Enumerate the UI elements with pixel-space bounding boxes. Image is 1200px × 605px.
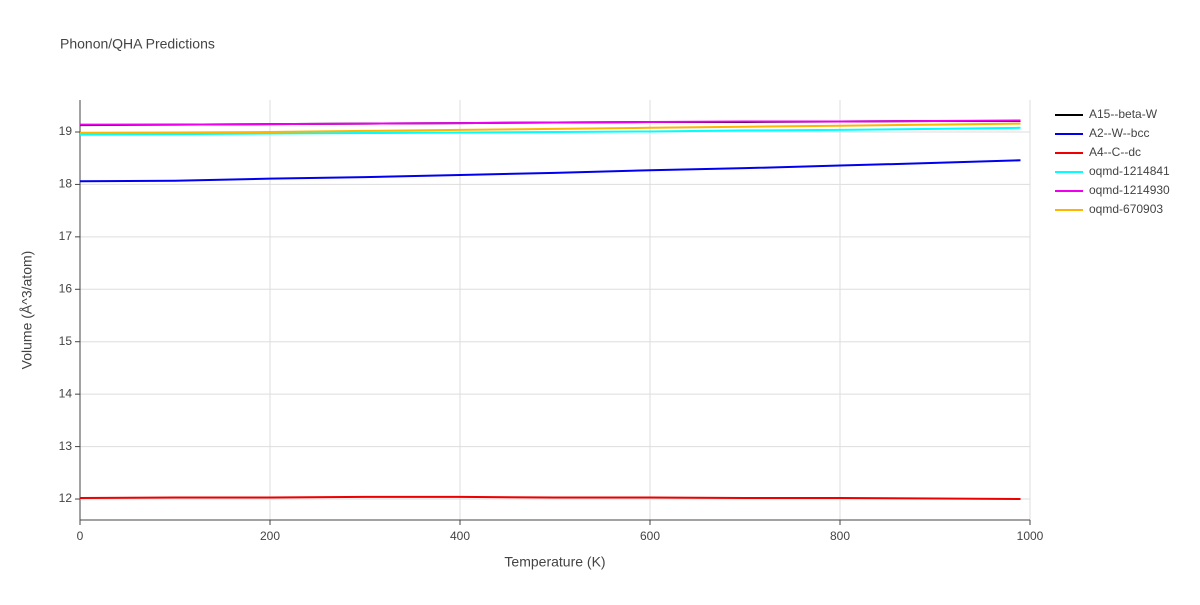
series-line [79,495,1021,501]
legend-label: A2--W--bcc [1089,126,1149,140]
series-line [79,122,1021,135]
y-tick-label: 13 [59,439,73,453]
legend-label: oqmd-1214930 [1089,183,1170,197]
y-tick-label: 14 [59,386,73,400]
y-tick-label: 16 [59,281,73,295]
x-axis-title: Temperature (K) [504,554,605,570]
x-tick-label: 800 [830,529,850,543]
y-tick-label: 12 [59,491,73,505]
y-axis-title: Volume (Å^3/atom) [19,251,35,370]
series-line [79,159,1021,183]
x-tick-label: 600 [640,529,660,543]
legend-label: oqmd-1214841 [1089,164,1170,178]
y-tick-label: 18 [59,177,73,191]
x-tick-label: 0 [77,529,84,543]
legend-label: oqmd-670903 [1089,202,1163,216]
x-tick-label: 400 [450,529,470,543]
legend-label: A15--beta-W [1089,107,1158,121]
x-tick-label: 1000 [1017,529,1044,543]
series-line [79,126,1021,136]
series-line [80,119,1021,126]
y-tick-label: 17 [59,229,73,243]
chart-title: Phonon/QHA Predictions [60,36,215,52]
legend-label: A4--C--dc [1089,145,1141,159]
y-tick-label: 19 [59,124,73,138]
y-tick-label: 15 [59,334,73,348]
x-tick-label: 200 [260,529,280,543]
